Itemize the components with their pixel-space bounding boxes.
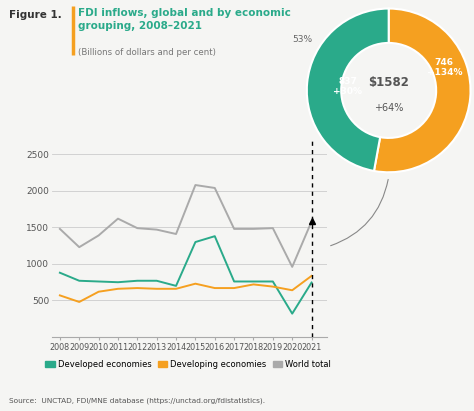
Text: +64%: +64% — [374, 104, 403, 113]
Text: 837
+30%: 837 +30% — [333, 76, 362, 96]
Text: Source:  UNCTAD, FDI/MNE database (https://unctad.org/fdistatistics).: Source: UNCTAD, FDI/MNE database (https:… — [9, 397, 265, 404]
Text: 746
+134%: 746 +134% — [427, 58, 462, 77]
Wedge shape — [307, 9, 389, 171]
Text: Figure 1.: Figure 1. — [9, 10, 62, 20]
Text: FDI inflows, global and by economic
grouping, 2008–2021: FDI inflows, global and by economic grou… — [78, 8, 291, 31]
Wedge shape — [374, 9, 471, 172]
Text: (Billions of dollars and per cent): (Billions of dollars and per cent) — [78, 48, 216, 58]
Legend: Developed economies, Developing economies, World total: Developed economies, Developing economie… — [42, 356, 334, 372]
Text: 53%: 53% — [292, 35, 313, 44]
Text: $1582: $1582 — [368, 76, 409, 89]
